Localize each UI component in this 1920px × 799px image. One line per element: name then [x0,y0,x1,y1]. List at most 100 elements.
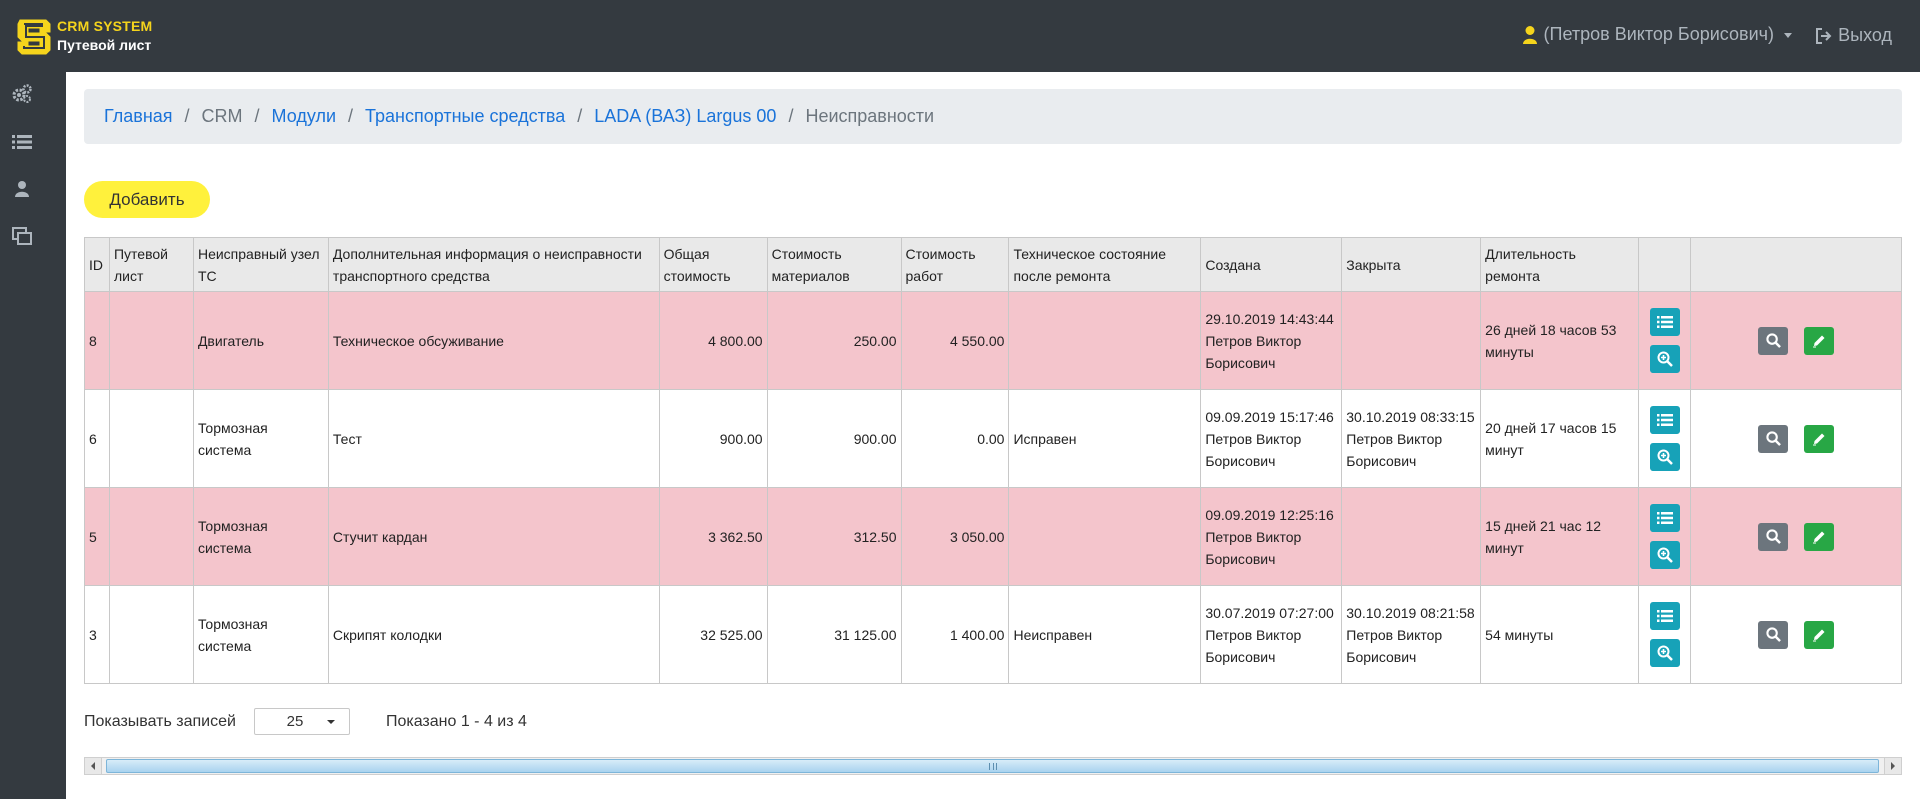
records-shown-info: Показано 1 - 4 из 4 [385,712,527,730]
column-header-materials[interactable]: Стоимость материалов [766,237,902,292]
cell-total: 32 525.00 [658,585,768,684]
zoom-in-icon [1657,351,1673,367]
column-header-created[interactable]: Создана [1200,237,1343,292]
malfunctions-table: ID Путевой лист Неисправный узел ТС Допо… [84,237,1902,684]
view-button[interactable] [1758,326,1789,355]
column-header-duration[interactable]: Длительность ремонта [1480,237,1640,292]
view-button[interactable] [1758,424,1789,453]
edit-button[interactable] [1804,522,1835,551]
gears-icon [12,84,32,103]
pencil-icon [1812,334,1826,348]
cell-row-actions [1690,585,1902,684]
zoom-button[interactable] [1649,541,1680,569]
edit-button[interactable] [1804,424,1835,453]
cell-closed [1341,487,1482,586]
page-size-value: 25 [286,713,304,730]
cell-created: 29.10.2019 14:43:44 Петров Виктор Борисо… [1200,291,1343,390]
logout-label: Выход [1838,25,1892,45]
cell-duration: 15 дней 21 час 12 минут [1480,487,1640,586]
details-list-button[interactable] [1649,602,1680,630]
cell-actions [1638,487,1692,586]
edit-button[interactable] [1804,326,1835,355]
zoom-button[interactable] [1649,345,1680,373]
column-header-waybill[interactable]: Путевой лист [108,237,194,292]
zoom-in-icon [1657,449,1673,465]
horizontal-scrollbar[interactable] [84,757,1902,775]
list-icon [1656,511,1673,525]
zoom-button[interactable] [1649,639,1680,667]
arrow-right-icon [1891,762,1895,770]
cell-info: Техническое обсуживание [327,291,660,390]
breadcrumb-home[interactable]: Главная [104,106,173,126]
logout-button[interactable]: Выход [1815,25,1892,46]
view-button[interactable] [1758,620,1789,649]
cell-waybill [108,487,194,586]
cell-state: Неисправен [1008,585,1202,684]
page-size-label: Показывать записей [84,712,236,730]
details-list-button[interactable] [1649,504,1680,532]
user-icon [1522,25,1537,44]
cell-closed: 30.10.2019 08:33:15 Петров Виктор Борисо… [1341,389,1482,488]
cell-duration: 54 минуты [1480,585,1640,684]
cell-actions [1638,291,1692,390]
cell-created: 09.09.2019 12:25:16 Петров Виктор Борисо… [1200,487,1343,586]
breadcrumb-separator: / [577,106,583,126]
page-size-select[interactable]: 25 [253,708,350,735]
breadcrumb-separator: / [788,106,794,126]
details-list-button[interactable] [1649,308,1680,336]
cell-unit: Тормозная система [192,585,329,684]
zoom-button[interactable] [1649,443,1680,471]
breadcrumb-separator: / [184,106,190,126]
cell-state [1008,487,1202,586]
scrollbar-thumb[interactable] [106,759,1879,773]
pencil-icon [1812,432,1826,446]
table-row[interactable]: 6 Тормозная система Тест 900.00 900.00 0.00 Ис… [84,389,1902,488]
breadcrumb-vehicle[interactable]: LADA (ВАЗ) Largus 00 [594,106,777,126]
cell-duration: 26 дней 18 часов 53 минуты [1480,291,1640,390]
column-header-id[interactable]: ID [84,237,110,292]
column-header-actions [1638,237,1692,292]
sidebar-item-windows[interactable] [10,224,34,248]
column-header-works[interactable]: Стоимость работ [900,237,1010,292]
cell-id: 3 [84,585,110,684]
search-icon [1765,431,1781,446]
arrow-left-icon [91,762,95,770]
cell-total: 4 800.00 [658,291,768,390]
breadcrumb: Главная / CRM / Модули / Транспортные ср… [84,89,1902,144]
cell-actions [1638,585,1692,684]
cell-materials: 31 125.00 [766,585,902,684]
edit-button[interactable] [1804,620,1835,649]
cell-closed: 30.10.2019 08:21:58 Петров Виктор Борисо… [1341,585,1482,684]
cell-waybill [108,291,194,390]
breadcrumb-vehicles[interactable]: Транспортные средства [365,106,566,126]
user-menu[interactable]: (Петров Виктор Борисович) [1522,24,1792,45]
view-button[interactable] [1758,522,1789,551]
sidebar-item-list[interactable] [10,130,34,154]
add-button[interactable]: Добавить [84,181,210,218]
cell-id: 6 [84,389,110,488]
scroll-left-button[interactable] [85,758,102,774]
zoom-in-icon [1657,547,1673,563]
list-icon [1656,413,1673,427]
cell-total: 900.00 [658,389,768,488]
sidebar-item-users[interactable] [10,177,34,201]
details-list-button[interactable] [1649,406,1680,434]
breadcrumb-modules[interactable]: Модули [271,106,337,126]
user-name: (Петров Виктор Борисович) [1543,24,1774,44]
cell-waybill [108,585,194,684]
column-header-closed[interactable]: Закрыта [1341,237,1482,292]
cell-created: 30.07.2019 07:27:00 Петров Виктор Борисо… [1200,585,1343,684]
sidebar-item-settings[interactable] [10,82,34,106]
table-row[interactable]: 5 Тормозная система Стучит кардан 3 362.50 3… [84,487,1902,586]
table-header-row: ID Путевой лист Неисправный узел ТС Допо… [84,237,1902,292]
column-header-info[interactable]: Дополнительная информация о неисправност… [327,237,660,292]
table-footer: Показывать записей 25 Показано 1 - 4 из … [84,708,527,735]
scroll-right-button[interactable] [1884,758,1901,774]
column-header-total[interactable]: Общая стоимость [658,237,768,292]
table-row[interactable]: 3 Тормозная система Скрипят колодки 32 525.… [84,585,1902,684]
column-header-state[interactable]: Техническое состояние после ремонта [1008,237,1202,292]
table-row[interactable]: 8 Двигатель Техническое обсуживание 4 800.0… [84,291,1902,390]
column-header-row-actions [1690,237,1902,292]
column-header-unit[interactable]: Неисправный узел ТС [192,237,329,292]
cell-info: Скрипят колодки [327,585,660,684]
